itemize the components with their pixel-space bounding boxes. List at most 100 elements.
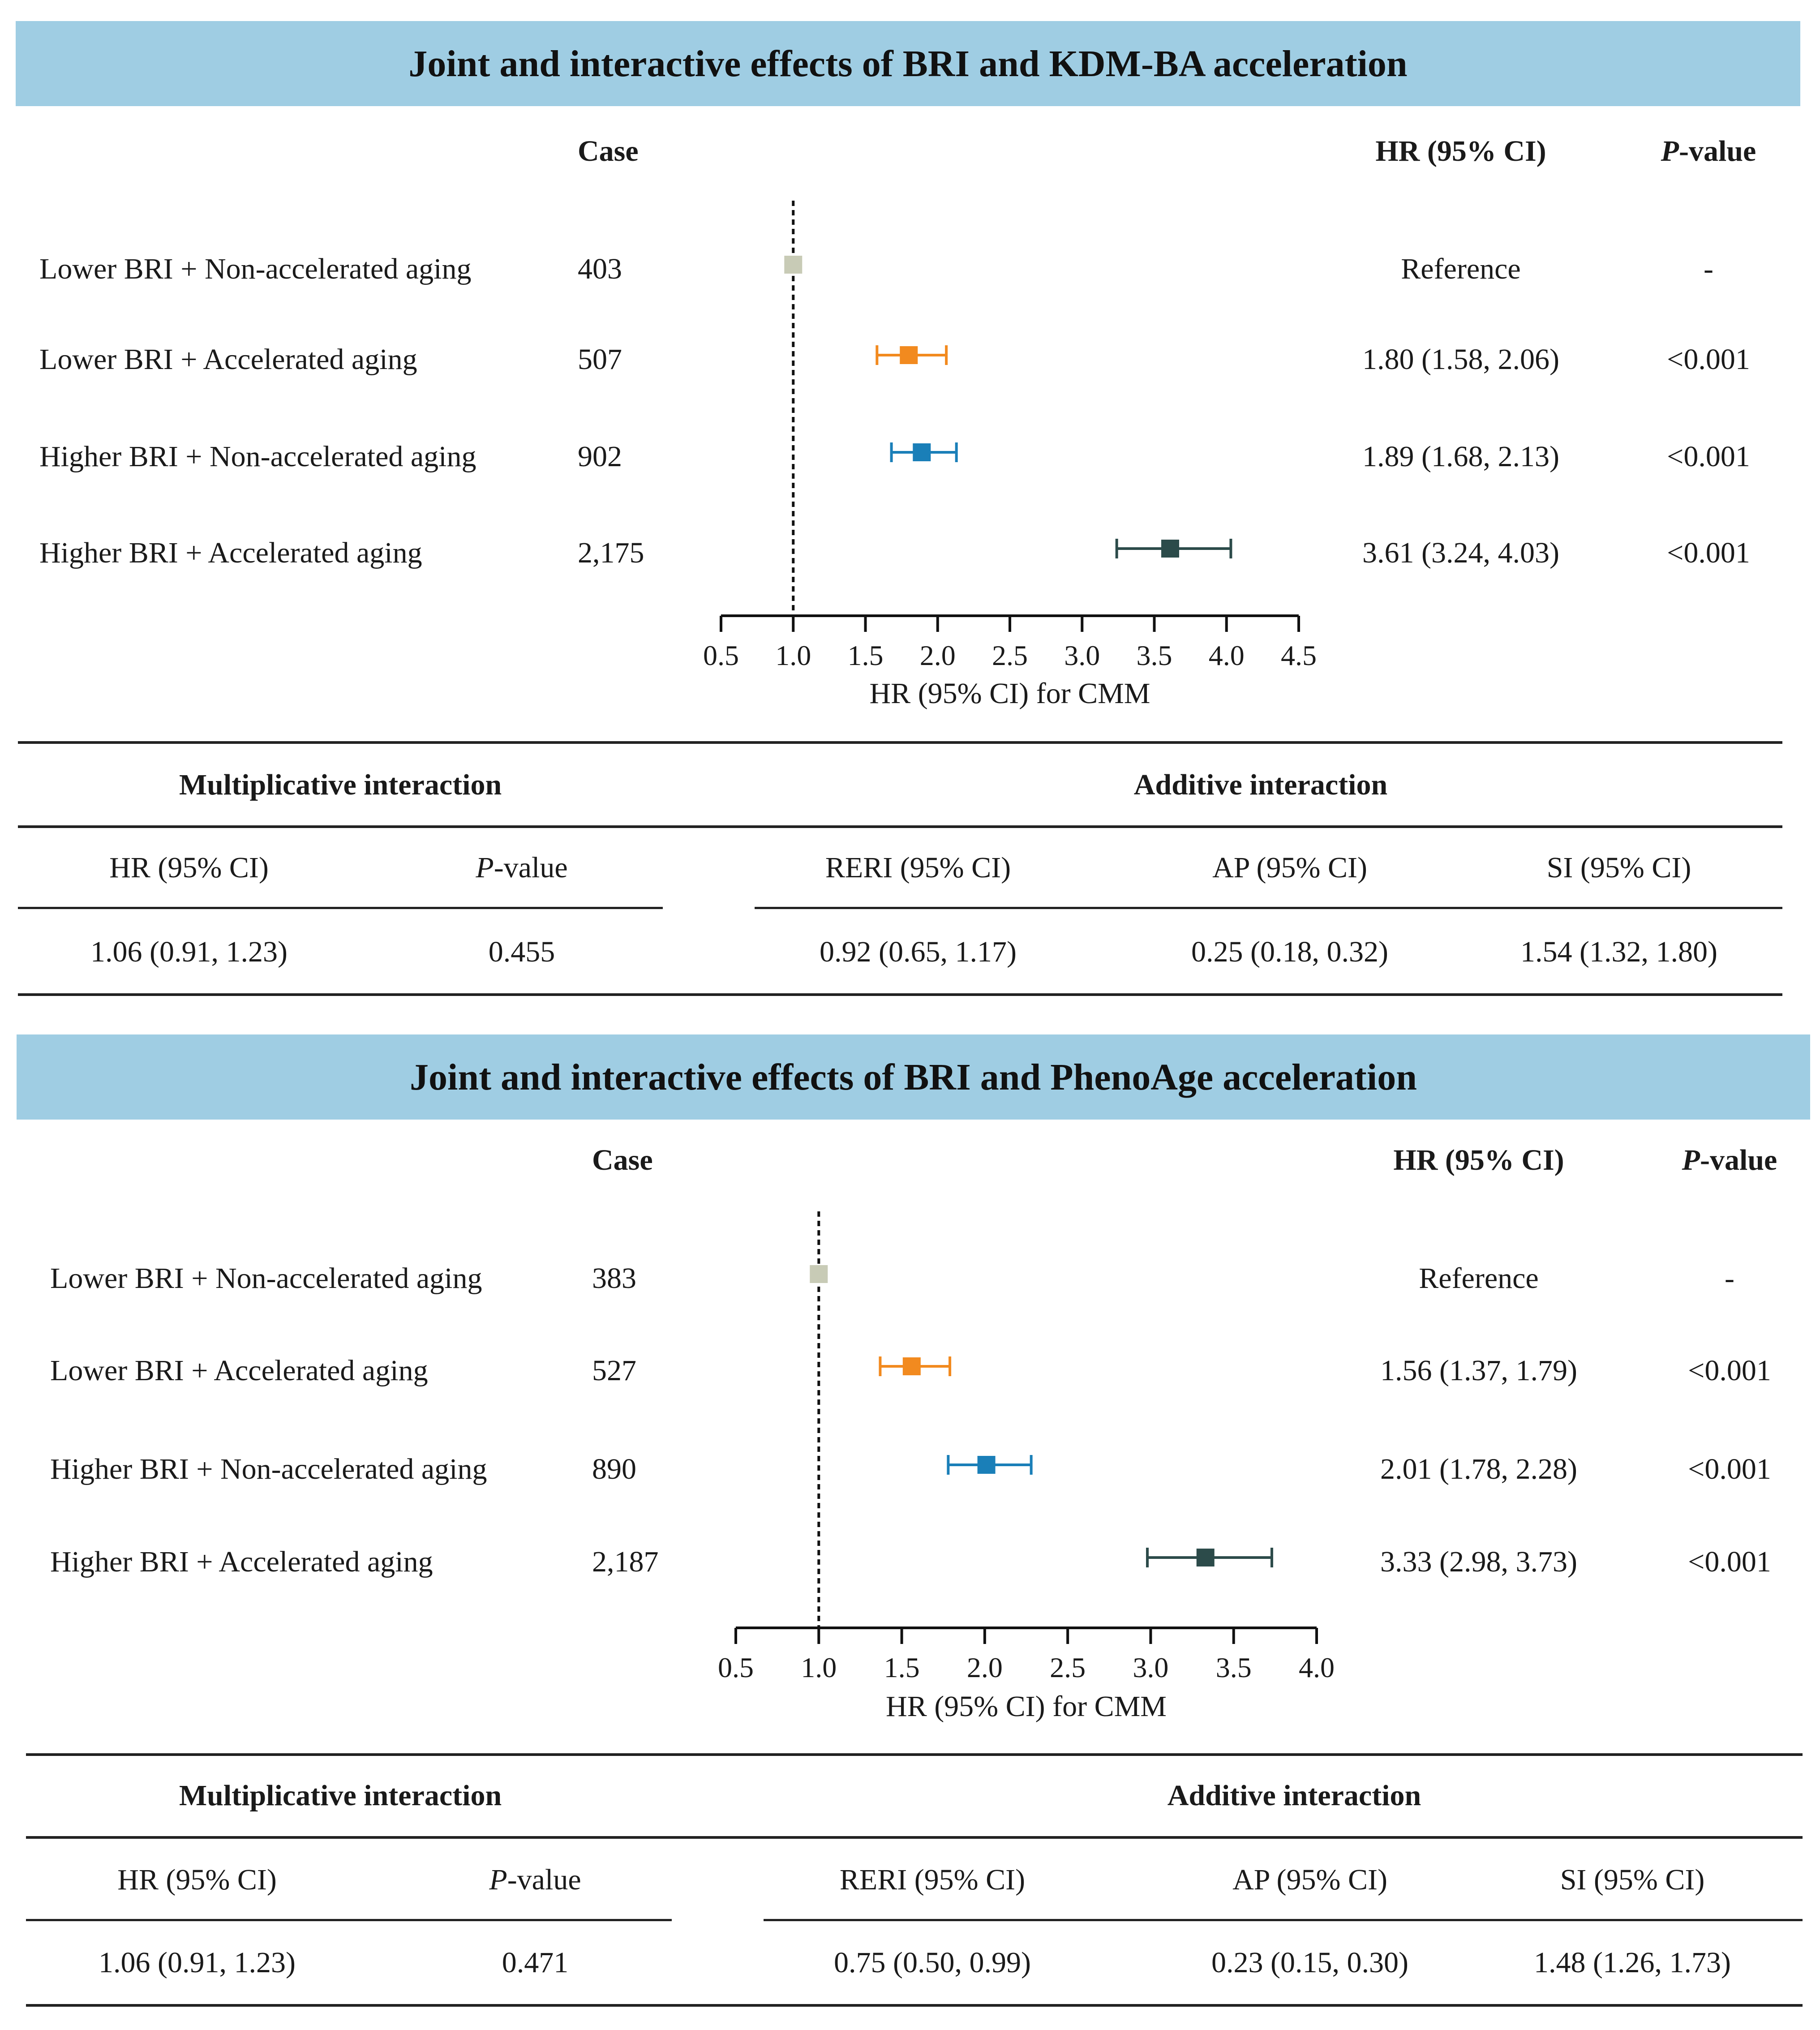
hr-value: 3.33 (2.98, 3.73) <box>1380 1545 1577 1578</box>
hr-header: HR (95% CI) <box>1375 135 1546 167</box>
hr-value: 1.56 (1.37, 1.79) <box>1380 1354 1577 1387</box>
hr-point-marker <box>1196 1549 1215 1566</box>
si-header: SI (95% CI) <box>1546 851 1691 884</box>
table-mid-rule <box>26 1836 1803 1839</box>
case-value: 403 <box>578 253 622 285</box>
x-tick-label: 1.0 <box>775 639 811 671</box>
si-value: 1.48 (1.26, 1.73) <box>1534 1946 1731 1979</box>
hr-point-marker <box>1161 540 1179 558</box>
x-tick-label: 1.0 <box>801 1652 837 1683</box>
additive-title: Additive interaction <box>1167 1779 1421 1812</box>
hr-header: HR (95% CI) <box>1393 1144 1564 1176</box>
hr-point-marker <box>784 256 803 274</box>
x-axis-label: HR (95% CI) for CMM <box>886 1690 1167 1723</box>
row-label: Higher BRI + Non-accelerated aging <box>39 440 476 473</box>
row-label: Lower BRI + Non-accelerated aging <box>50 1262 482 1295</box>
row-label: Lower BRI + Non-accelerated aging <box>39 253 472 285</box>
p-value: <0.001 <box>1688 1354 1771 1387</box>
p-italic: P <box>489 1863 507 1896</box>
mult-sub-rule <box>26 1919 672 1921</box>
x-tick-label: 4.5 <box>1281 639 1317 671</box>
case-value: 890 <box>592 1453 636 1485</box>
case-value: 527 <box>592 1354 636 1387</box>
p-value-header: P-value <box>1574 134 1820 168</box>
x-tick-label: 2.5 <box>992 639 1028 671</box>
reri-header: RERI (95% CI) <box>839 1863 1026 1896</box>
x-tick-label: 3.0 <box>1133 1652 1168 1683</box>
hr-value: 3.61 (3.24, 4.03) <box>1362 536 1559 569</box>
p-value: - <box>1725 1262 1734 1295</box>
x-tick-label: 3.5 <box>1137 639 1172 671</box>
multiplicative-title: Multiplicative interaction <box>179 768 502 801</box>
row-label: Higher BRI + Non-accelerated aging <box>50 1453 487 1485</box>
mult-p-value: 0.455 <box>488 936 555 968</box>
panel-title-banner: Joint and interactive effects of BRI and… <box>16 21 1800 106</box>
hr-point-marker <box>810 1265 828 1283</box>
reri-header: RERI (95% CI) <box>825 851 1011 884</box>
ap-header: AP (95% CI) <box>1212 851 1367 884</box>
p-suffix: -value <box>494 851 568 884</box>
case-value: 2,187 <box>592 1545 659 1578</box>
table-top-rule <box>18 741 1782 744</box>
hr-point-marker <box>913 443 931 461</box>
case-value: 2,175 <box>578 536 644 569</box>
x-tick-label: 2.0 <box>967 1652 1003 1683</box>
mult-hr-value: 1.06 (0.91, 1.23) <box>90 936 288 968</box>
x-tick-label: 3.0 <box>1064 639 1100 671</box>
row-label: Higher BRI + Accelerated aging <box>39 536 422 569</box>
x-tick-label: 0.5 <box>718 1652 754 1683</box>
add-sub-rule <box>764 1919 1803 1921</box>
x-tick-label: 2.0 <box>920 639 956 671</box>
hr-value: Reference <box>1419 1262 1539 1295</box>
x-tick-label: 2.5 <box>1050 1652 1086 1683</box>
table-top-rule <box>26 1753 1803 1756</box>
x-tick-label: 0.5 <box>703 639 739 671</box>
mult-sub-rule <box>18 907 663 909</box>
hr-value: 2.01 (1.78, 2.28) <box>1380 1453 1577 1485</box>
hr-value: 1.80 (1.58, 2.06) <box>1362 343 1559 376</box>
table-bottom-rule <box>26 2004 1803 2007</box>
add-sub-rule <box>755 907 1782 909</box>
p-value: <0.001 <box>1667 343 1750 376</box>
ap-value: 0.23 (0.15, 0.30) <box>1211 1946 1408 1979</box>
x-tick-label: 3.5 <box>1216 1652 1252 1683</box>
p-value-header: P-value <box>1595 1143 1820 1177</box>
case-value: 507 <box>578 343 622 376</box>
case-value: 902 <box>578 440 622 473</box>
p-italic: P <box>1661 135 1679 167</box>
reri-value: 0.92 (0.65, 1.17) <box>820 936 1017 968</box>
p-suffix: -value <box>1700 1144 1777 1176</box>
case-value: 383 <box>592 1262 636 1295</box>
row-label: Lower BRI + Accelerated aging <box>39 343 417 376</box>
hr-point-marker <box>902 1357 921 1375</box>
row-label: Lower BRI + Accelerated aging <box>50 1354 428 1387</box>
p-value: <0.001 <box>1667 536 1750 569</box>
p-italic: P <box>1682 1144 1700 1176</box>
hr-value: Reference <box>1401 253 1521 285</box>
x-tick-label: 4.0 <box>1299 1652 1335 1683</box>
mult-hr-header: HR (95% CI) <box>117 1863 277 1896</box>
si-value: 1.54 (1.32, 1.80) <box>1520 936 1717 968</box>
mult-p-header: P-value <box>365 851 678 885</box>
x-tick-label: 1.5 <box>884 1652 920 1683</box>
ap-value: 0.25 (0.18, 0.32) <box>1191 936 1388 968</box>
mult-p-value: 0.471 <box>502 1946 569 1979</box>
table-bottom-rule <box>18 993 1782 996</box>
additive-title: Additive interaction <box>1133 768 1388 801</box>
p-value: <0.001 <box>1667 440 1750 473</box>
multiplicative-title: Multiplicative interaction <box>179 1779 502 1812</box>
x-tick-label: 4.0 <box>1209 639 1245 671</box>
reri-value: 0.75 (0.50, 0.99) <box>834 1946 1031 1979</box>
p-value: <0.001 <box>1688 1545 1771 1578</box>
table-mid-rule <box>18 825 1782 828</box>
hr-point-marker <box>977 1456 996 1474</box>
case-header: Case <box>578 135 639 167</box>
p-suffix: -value <box>507 1863 581 1896</box>
p-value: <0.001 <box>1688 1453 1771 1485</box>
si-header: SI (95% CI) <box>1560 1863 1705 1896</box>
x-tick-label: 1.5 <box>848 639 884 671</box>
mult-hr-value: 1.06 (0.91, 1.23) <box>99 1946 296 1979</box>
hr-value: 1.89 (1.68, 2.13) <box>1362 440 1559 473</box>
